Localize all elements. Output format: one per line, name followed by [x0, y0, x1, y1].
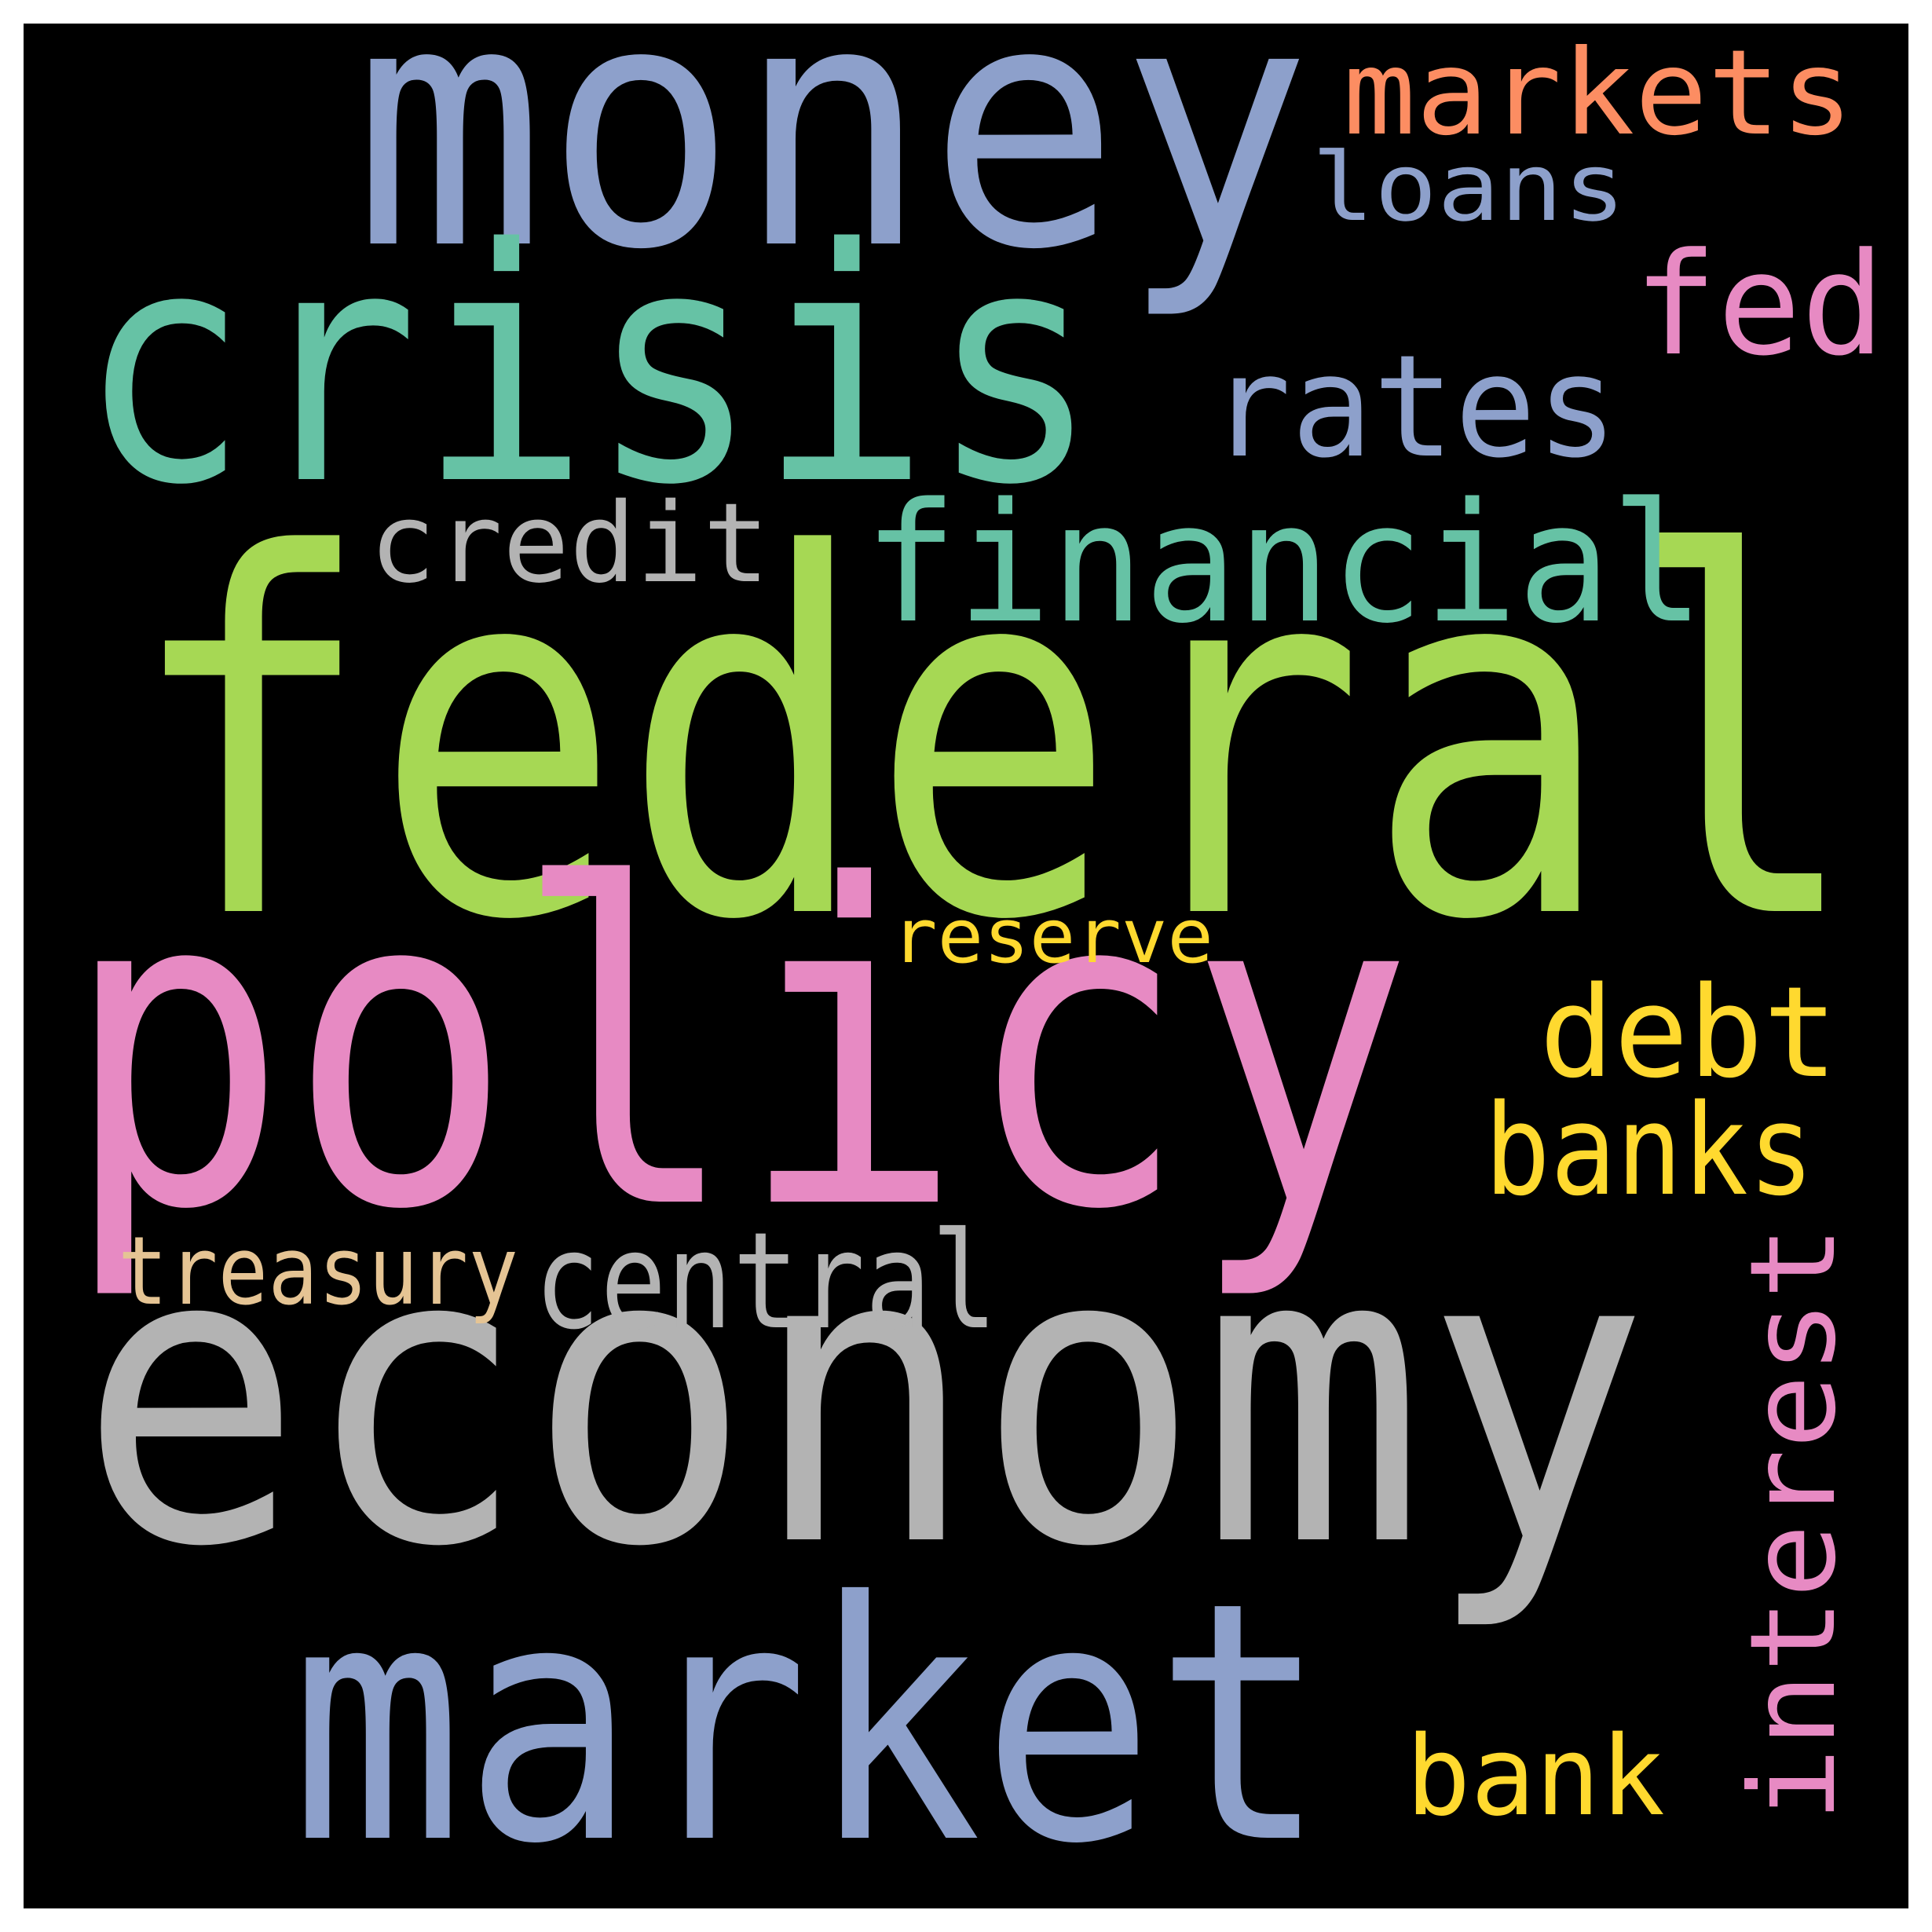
word-financial: financial [864, 467, 1704, 660]
word-federal: federal [126, 452, 1861, 1028]
word-banks: banks [1484, 1077, 1814, 1224]
word-bank: bank [1406, 1713, 1665, 1841]
word-money: money [353, 0, 1312, 324]
word-treasury: treasury [118, 1217, 518, 1326]
word-debt: debt [1539, 959, 1838, 1106]
word-fed: fed [1634, 223, 1885, 387]
word-policy: policy [63, 794, 1414, 1306]
word-rates: rates [1209, 325, 1618, 489]
word-market: market [291, 1532, 1327, 1916]
word-central: central [534, 1204, 997, 1359]
word-credit: credit [369, 480, 770, 608]
word-loans-visible: loans [1312, 134, 1626, 243]
word-reserve: reserve [891, 894, 1213, 980]
word-economy: economy [79, 1160, 1649, 1636]
word-markets: markets [1343, 25, 1853, 162]
cloud-canvas [24, 24, 1908, 1908]
word-crisis: crisis [79, 180, 1100, 555]
word-interest: interest [1725, 1225, 1862, 1822]
